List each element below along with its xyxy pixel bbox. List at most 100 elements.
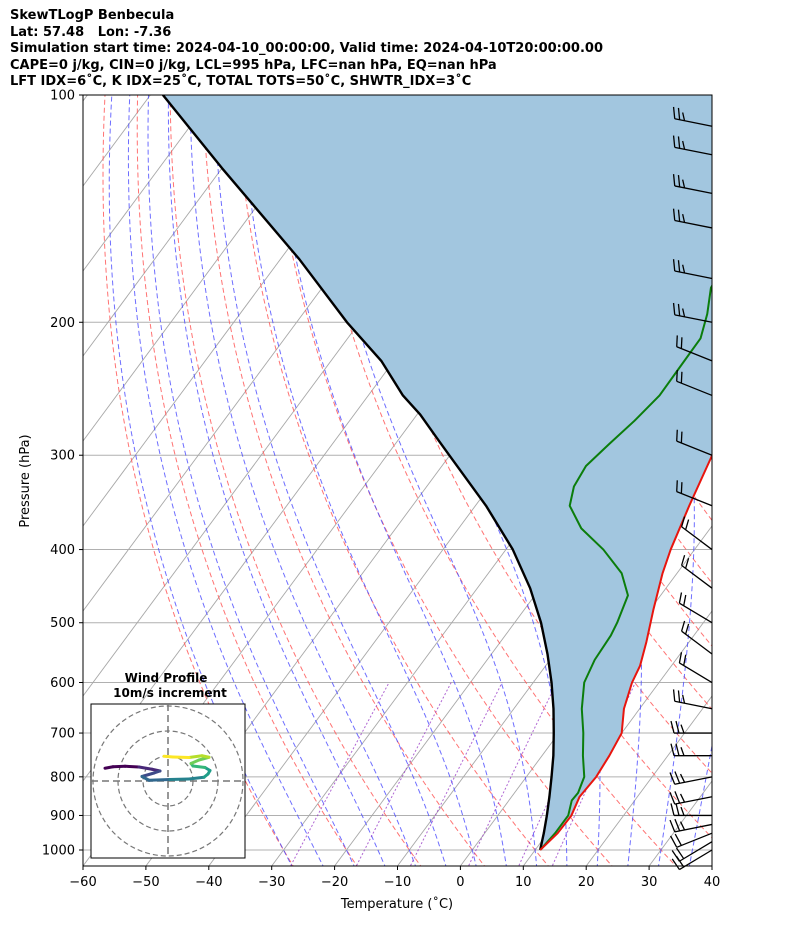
chart-title-line-1: SkewTLogP Benbecula	[10, 8, 175, 23]
wind-barb-feather	[680, 337, 683, 349]
wind-barb-feather	[679, 773, 686, 783]
wind-barb-feather	[683, 594, 687, 606]
wind-barb	[670, 803, 712, 817]
hodograph-segment	[168, 777, 191, 781]
moist-adiabat-line	[355, 95, 568, 866]
wind-barb-feather	[670, 835, 678, 848]
mixing-ratio-line	[290, 682, 390, 866]
y-tick-label: 800	[50, 770, 75, 785]
y-tick-label: 400	[50, 543, 75, 558]
isotherm-line	[585, 695, 712, 866]
wind-barb	[676, 335, 713, 362]
wind-barb	[672, 302, 713, 323]
wind-barb-feather	[684, 557, 690, 569]
wind-barb-feather	[671, 858, 680, 870]
wind-barb-feather	[682, 214, 686, 223]
x-axis-label: Temperature (˚C)	[340, 896, 453, 912]
x-tick-label: 40	[704, 875, 721, 890]
x-tick-label: −60	[69, 875, 96, 890]
chart-title-line-3: Simulation start time: 2024-04-10_00:00:…	[10, 41, 603, 56]
wind-barb-feather	[671, 850, 680, 862]
wind-barb-staff	[674, 146, 713, 156]
wind-barb-feather	[680, 724, 685, 734]
y-tick-label: 500	[50, 616, 75, 631]
wind-barb-feather	[684, 519, 690, 530]
wind-barb	[672, 259, 713, 280]
moist-adiabat-line	[108, 95, 293, 866]
wind-barb-feather	[676, 335, 678, 347]
wind-barb-feather	[675, 720, 680, 734]
moist-adiabat-line	[127, 95, 324, 866]
wind-barb-staff	[681, 630, 713, 655]
wind-barb-staff	[679, 841, 713, 862]
x-tick-label: −20	[321, 875, 348, 890]
wind-barb	[676, 480, 713, 507]
wind-barb-feather	[682, 112, 686, 121]
wind-barb	[670, 720, 712, 734]
wind-barb	[672, 135, 713, 156]
chart-title-line-5: LFT IDX=6˚C, K IDX=25˚C, TOTAL TOTS=50˚C…	[10, 74, 472, 89]
wind-barb	[669, 818, 713, 833]
dry-adiabat-line	[102, 95, 294, 866]
wind-barb-feather	[677, 175, 681, 187]
moist-adiabat-line	[720, 78, 794, 869]
wind-barb-staff	[674, 700, 713, 710]
isotherm-line	[83, 95, 88, 102]
moist-adiabat-line	[240, 95, 477, 866]
wind-barb	[676, 369, 713, 397]
wind-barb	[672, 208, 713, 229]
wind-barb-staff	[674, 796, 713, 805]
wind-barb-feather	[670, 743, 675, 756]
hodograph-segment	[137, 765, 154, 771]
moist-adiabat-line	[189, 95, 417, 866]
wind-barb	[680, 620, 713, 655]
mixing-ratio-line	[355, 682, 452, 866]
x-tick-label: 30	[641, 875, 658, 890]
dry-adiabat-line	[169, 95, 422, 866]
dry-adiabat-line	[780, 78, 794, 869]
hodograph-segment	[162, 754, 175, 759]
wind-barb-feather	[672, 174, 676, 187]
x-tick-label: −30	[258, 875, 285, 890]
wind-barb-staff	[679, 602, 713, 624]
wind-barb-feather	[674, 833, 682, 846]
wind-barb-feather	[676, 480, 678, 492]
wind-barb	[670, 832, 713, 848]
wind-barb-feather	[675, 847, 685, 860]
wind-barb-staff	[676, 440, 713, 456]
wind-barb-staff	[676, 832, 713, 848]
hodograph-segment	[123, 764, 141, 769]
wind-barb-staff	[674, 823, 713, 833]
dry-adiabat-line	[234, 95, 549, 866]
wind-barb-staff	[676, 380, 713, 397]
wind-barb-feather	[678, 652, 683, 664]
wind-barb-feather	[672, 135, 676, 148]
wind-barb-feather	[682, 140, 686, 150]
wind-barb-staff	[674, 776, 713, 785]
dewpoint-profile-line	[539, 284, 712, 851]
isotherm-line	[773, 78, 794, 869]
wind-barb-feather	[682, 694, 686, 704]
wind-barb-feather	[672, 689, 676, 702]
x-tick-label: −40	[195, 875, 222, 890]
x-tick-label: 0	[456, 875, 464, 890]
wind-barb	[672, 174, 713, 195]
wind-barb-feather	[677, 107, 681, 120]
x-tick-label: −50	[132, 875, 159, 890]
wind-barb-feather	[684, 623, 690, 635]
wind-barb	[670, 743, 712, 757]
wind-barb-feather	[679, 793, 686, 803]
wind-barb-feather	[683, 654, 687, 666]
y-tick-label: 200	[50, 316, 75, 331]
wind-barb-staff	[674, 314, 713, 323]
isotherm-line	[83, 95, 340, 442]
dry-adiabat-line	[202, 95, 486, 866]
wind-barb-feather	[669, 772, 676, 785]
wind-barb-feather	[669, 819, 676, 833]
wind-barb-feather	[682, 308, 686, 317]
wind-barb-feather	[670, 720, 675, 734]
wind-barb-staff	[679, 849, 713, 871]
wind-barb-feather	[677, 690, 681, 703]
wind-barb	[676, 429, 713, 456]
